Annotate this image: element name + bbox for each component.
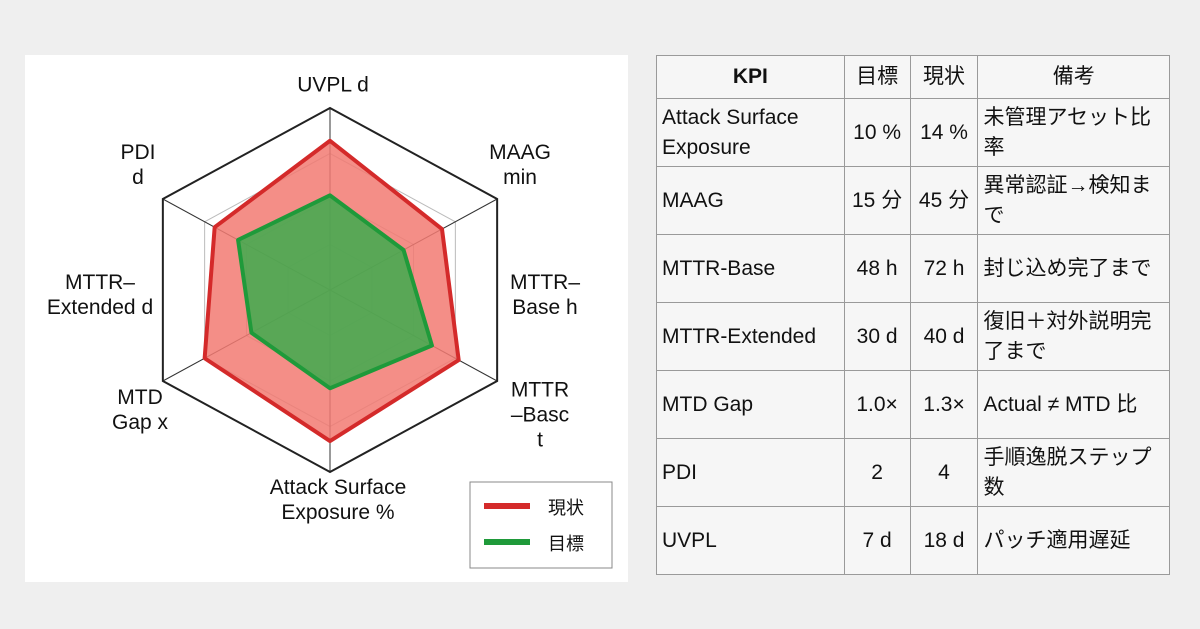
legend-box [469, 481, 613, 569]
axis-label: Attack Surface Exposure % [269, 476, 407, 524]
table-cell: パッチ適用遅延 [977, 506, 1170, 575]
table-cell: 復旧＋対外説明完了まで [977, 302, 1170, 371]
table-cell: 48 h [843, 234, 911, 303]
table-row: MAAG 15 分 45 分異常認証→検知まで [656, 166, 1170, 235]
axis-label: MAAG min [489, 141, 551, 189]
series-area [236, 193, 434, 391]
table-cell: 7 d [843, 506, 911, 575]
header-cell: 現状 [909, 55, 979, 99]
table-cell: MAAG [656, 166, 845, 235]
table-row: Attack Surface Exposure 10 % 14 % 未管理アセット比率 [656, 98, 1170, 167]
axis-label: MTD Gap x [111, 386, 169, 434]
table-cell: MTTR-Base [656, 234, 845, 303]
legend-label: 目標 [548, 534, 584, 554]
table-cell: 封じ込め完了まで [977, 234, 1170, 303]
table-cell: UVPL [656, 506, 845, 575]
table-cell: 45 分 [909, 166, 979, 235]
table-body: Attack Surface Exposure 10 % 14 % 未管理アセット比率… [656, 98, 1170, 575]
table-cell: 1.0× [843, 370, 911, 439]
outer-ring [161, 106, 499, 474]
table-cell: 異常認証→検知まで [977, 166, 1170, 235]
table-cell: 40 d [909, 302, 979, 371]
table-row: MTTR-Base 48 h 72 h 封じ込め完了まで [656, 234, 1170, 303]
table-cell: 15 分 [843, 166, 911, 235]
table-row: UVPL 7 d 18 d パッチ適用遅延 [656, 506, 1170, 575]
table-cell: 30 d [843, 302, 911, 371]
table-row: MTD Gap 1.0× 1.3× Actual ≠ MTD 比 [656, 370, 1170, 439]
axis-label: MTTR– Base h [510, 271, 580, 319]
header-cell: KPI [656, 55, 845, 99]
table-cell: MTD Gap [656, 370, 845, 439]
table-cell: 手順逸脱ステップ数 [977, 438, 1170, 507]
table-cell: PDI [656, 438, 845, 507]
axis-label: MTTR– Extended d [46, 271, 154, 319]
kpi-table: KPI 目標 現状 備考 Attack Surface Exposure 10 % 14 … [656, 55, 1170, 575]
axis-label: PDI d [120, 141, 156, 189]
table-cell: 4 [909, 438, 979, 507]
table-row: MTTR-Extended 30 d 40 d 復旧＋対外説明完了まで [656, 302, 1170, 371]
header-cell: 目標 [843, 55, 911, 99]
table-cell: 1.3× [909, 370, 979, 439]
axis-label: MTTR –Basc t [510, 378, 570, 452]
legend-label: 現状 [548, 498, 584, 518]
table-cell: Actual ≠ MTD 比 [977, 370, 1170, 439]
axis-label: UVPL d [297, 73, 369, 97]
table-cell: 2 [843, 438, 911, 507]
table-cell: 18 d [909, 506, 979, 575]
table-cell: MTTR-Extended [656, 302, 845, 371]
table-cell: 14 % [909, 98, 979, 167]
table-cell: 10 % [843, 98, 911, 167]
table-cell: 未管理アセット比率 [977, 98, 1170, 167]
table-row: PDI 2 4 手順逸脱ステップ数 [656, 438, 1170, 507]
table-cell: 72 h [909, 234, 979, 303]
table-cell: Attack Surface Exposure [656, 98, 845, 167]
header-row: KPI 目標 現状 備考 [656, 55, 1170, 99]
header-cell: 備考 [977, 55, 1170, 99]
